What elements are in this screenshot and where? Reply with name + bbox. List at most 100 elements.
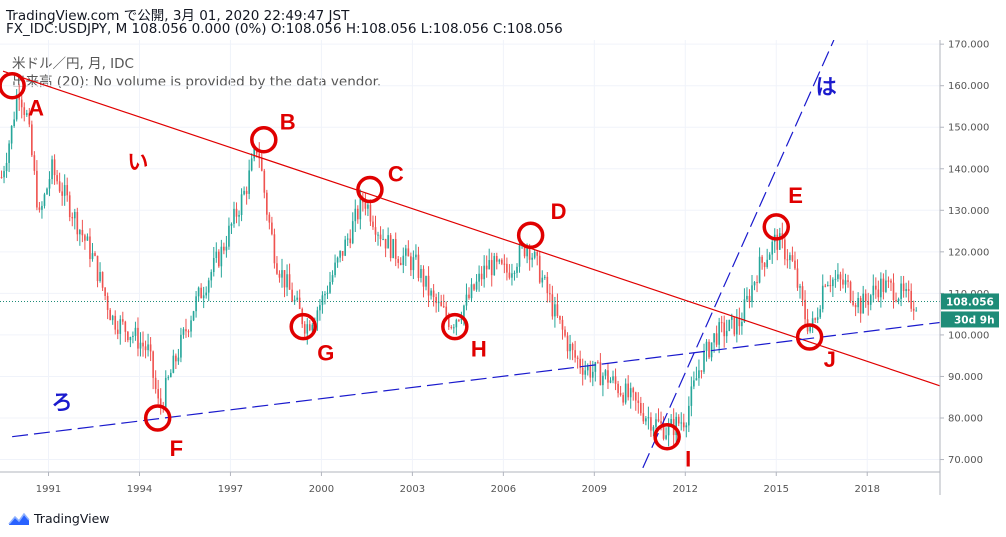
candle-body [503,263,506,265]
candle-body [445,306,448,317]
header-publish-line: TradingView.com で公開, 3月 01, 2020 22:49:4… [6,8,350,24]
candle-body [417,254,420,278]
candle-body [86,236,89,241]
y-tick-label: 140.000 [948,164,989,175]
candle-body [715,333,718,345]
candle-body [263,170,266,193]
candle-body [235,208,238,217]
candle-body [594,362,597,372]
candle-body [677,416,680,424]
candle-body [430,290,432,296]
candle-body [791,255,794,261]
point-label: F [170,436,183,461]
point-label: H [471,337,487,362]
candle-body [210,272,213,281]
candle-body [667,424,670,436]
candle-body [392,239,394,259]
candle-body [862,293,864,314]
candle-body [33,155,36,171]
candle-body [71,217,74,219]
candle-body [167,377,170,379]
candle-body [245,190,248,194]
candle-body [796,268,799,288]
candle-body [844,280,847,285]
candle-body [655,419,657,427]
x-tick-label: 2006 [491,484,516,495]
candle-body [910,290,913,309]
candle-body [875,285,877,290]
candle-body [647,417,650,419]
candle-body [837,274,839,279]
candle-body [559,315,561,320]
candle-body [698,370,700,379]
candle-body [137,327,139,349]
candle-body [147,344,149,351]
candle-body [336,257,339,263]
candle-body [811,318,814,325]
candle-body [708,341,710,358]
candle-body [771,241,774,255]
candle-body [629,388,632,398]
point-label: G [317,341,334,366]
candle-body [8,143,10,163]
candle-body [149,344,152,352]
candle-body [0,177,3,179]
candle-body [789,255,791,261]
candle-body [437,301,440,304]
y-tick-label: 150.000 [948,123,989,134]
candle-body [382,238,384,240]
candle-body [225,246,228,251]
candle-body [420,268,422,278]
candle-body [316,310,319,322]
candle-body [538,255,541,283]
candle-body [768,254,771,260]
candle-body [763,262,766,267]
candle-body [402,255,405,266]
candle-body [349,238,352,244]
candle-body [821,285,824,310]
candle-body [397,258,400,263]
candle-body [852,300,854,306]
candle-body [28,113,31,125]
candle-body [185,329,187,332]
candle-body [912,308,915,311]
candle-body [306,324,309,334]
candle-body [154,377,157,390]
candle-body [824,285,827,287]
candle-body [859,297,862,314]
candle-body [374,227,377,235]
candle-body [233,208,235,224]
candle-body [119,319,122,334]
candle-body [334,262,336,276]
candle-body [31,124,33,156]
candle-body [586,366,589,371]
legend-series[interactable]: 米ドル／円, 月, IDC [12,56,134,72]
candle-body [273,234,276,264]
candle-body [493,256,496,276]
candle-body [531,257,533,260]
candle-body [526,246,528,257]
candle-body [897,298,900,302]
countdown-tag [941,311,999,328]
candle-body [634,392,637,401]
candle-body [902,283,905,292]
candle-body [293,299,296,302]
candle-body [159,398,162,407]
footer[interactable]: TradingView [8,511,110,526]
candle-body [286,274,288,288]
point-marker-i [653,422,681,451]
candle-body [324,294,326,296]
candle-body [468,294,470,299]
candle-body [748,295,751,303]
candle-body [260,158,263,171]
candle-body [632,388,635,393]
candle-body [776,234,779,250]
candle-body [101,271,104,288]
candle-body [432,290,435,298]
candle-body [637,400,640,403]
candle-body [556,304,559,316]
candle-body [281,270,283,278]
candle-body [624,383,627,403]
candle-body [195,296,197,312]
